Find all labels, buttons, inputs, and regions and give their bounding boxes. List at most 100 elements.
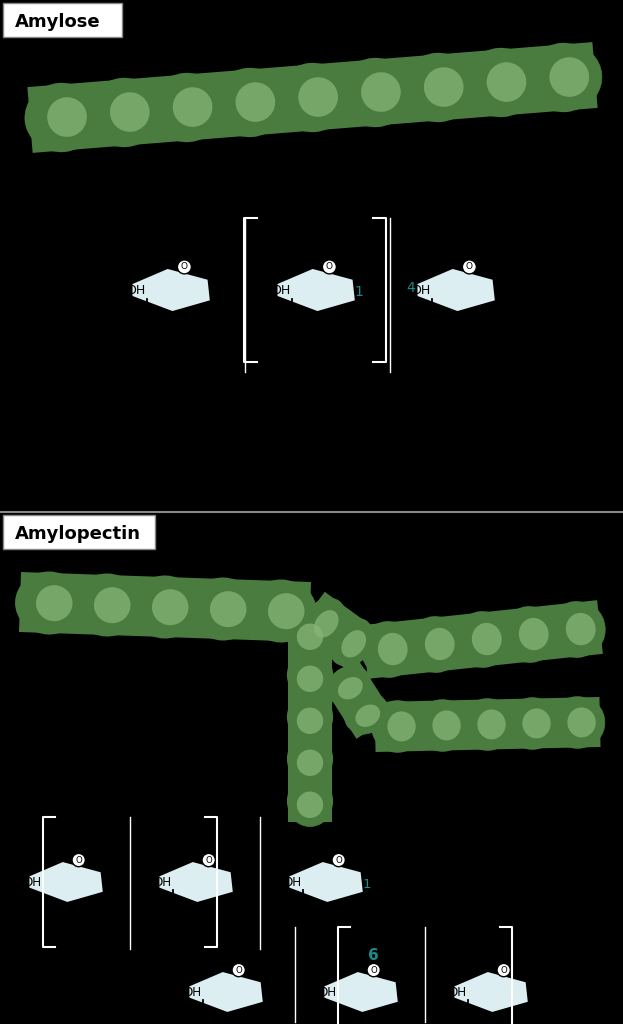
Text: 4: 4 [406,281,415,295]
Text: OH: OH [23,876,41,889]
Ellipse shape [297,750,323,776]
Ellipse shape [419,618,464,670]
Ellipse shape [527,43,601,113]
Ellipse shape [203,581,259,638]
Ellipse shape [210,591,247,627]
Ellipse shape [506,697,559,750]
Ellipse shape [326,666,371,707]
Ellipse shape [297,666,323,692]
Ellipse shape [47,97,87,137]
Ellipse shape [480,50,539,114]
Ellipse shape [289,618,331,658]
Ellipse shape [472,700,515,749]
Ellipse shape [287,776,333,825]
Text: OH: OH [126,284,145,297]
Ellipse shape [24,83,98,153]
Polygon shape [321,660,394,738]
Ellipse shape [40,85,100,148]
Ellipse shape [173,87,212,127]
Ellipse shape [549,57,589,97]
Ellipse shape [302,598,346,646]
Ellipse shape [464,48,538,117]
Ellipse shape [87,78,161,147]
Ellipse shape [373,624,417,675]
Ellipse shape [110,92,150,132]
Ellipse shape [378,633,407,666]
Ellipse shape [472,623,502,655]
Text: Amylose: Amylose [15,13,101,31]
Circle shape [322,260,336,273]
Ellipse shape [477,710,506,739]
Ellipse shape [383,702,425,751]
Ellipse shape [287,734,333,783]
Ellipse shape [338,57,412,127]
Ellipse shape [235,82,275,122]
Ellipse shape [268,593,305,629]
Text: O: O [206,856,212,864]
Ellipse shape [417,55,477,118]
Polygon shape [362,600,603,679]
FancyBboxPatch shape [3,3,122,37]
Ellipse shape [467,613,511,665]
Polygon shape [158,861,234,903]
Polygon shape [323,971,399,1013]
Ellipse shape [150,73,224,142]
Text: O: O [335,856,342,864]
Ellipse shape [388,712,416,741]
Ellipse shape [247,580,315,642]
Circle shape [332,853,345,866]
Text: O: O [466,262,473,271]
Polygon shape [374,697,601,752]
Circle shape [462,260,477,273]
Text: OH: OH [283,876,302,889]
Ellipse shape [229,71,288,133]
Ellipse shape [314,610,338,638]
Polygon shape [27,42,597,153]
Polygon shape [19,572,311,642]
Ellipse shape [36,585,72,622]
Text: O: O [370,966,377,975]
Text: O: O [181,262,188,271]
Ellipse shape [275,62,350,132]
Text: OH: OH [411,284,430,297]
Ellipse shape [568,708,596,737]
Ellipse shape [131,575,199,639]
Circle shape [178,260,191,273]
Ellipse shape [455,611,510,668]
Ellipse shape [336,624,374,666]
Ellipse shape [152,589,189,626]
Ellipse shape [349,699,388,734]
Ellipse shape [289,702,331,742]
Ellipse shape [287,692,333,741]
Polygon shape [131,268,211,312]
Ellipse shape [341,630,366,657]
FancyBboxPatch shape [3,515,155,549]
Ellipse shape [329,617,374,667]
Ellipse shape [401,53,475,122]
Ellipse shape [29,574,84,632]
Ellipse shape [189,578,257,640]
Ellipse shape [513,608,558,659]
Text: O: O [326,262,333,271]
Ellipse shape [287,608,333,657]
Ellipse shape [298,77,338,117]
Ellipse shape [487,62,526,101]
Ellipse shape [361,73,401,112]
Ellipse shape [87,577,142,634]
Text: OH: OH [271,284,290,297]
Ellipse shape [297,708,323,734]
Ellipse shape [287,650,333,699]
Polygon shape [295,592,379,672]
Ellipse shape [355,705,380,727]
Text: O: O [235,966,242,975]
Ellipse shape [289,786,331,826]
Ellipse shape [103,81,163,143]
Ellipse shape [502,606,557,663]
Text: O: O [500,966,507,975]
Ellipse shape [371,700,424,753]
Ellipse shape [145,579,200,636]
Ellipse shape [427,701,470,750]
Ellipse shape [561,603,605,654]
Ellipse shape [94,587,130,624]
Ellipse shape [338,677,363,699]
